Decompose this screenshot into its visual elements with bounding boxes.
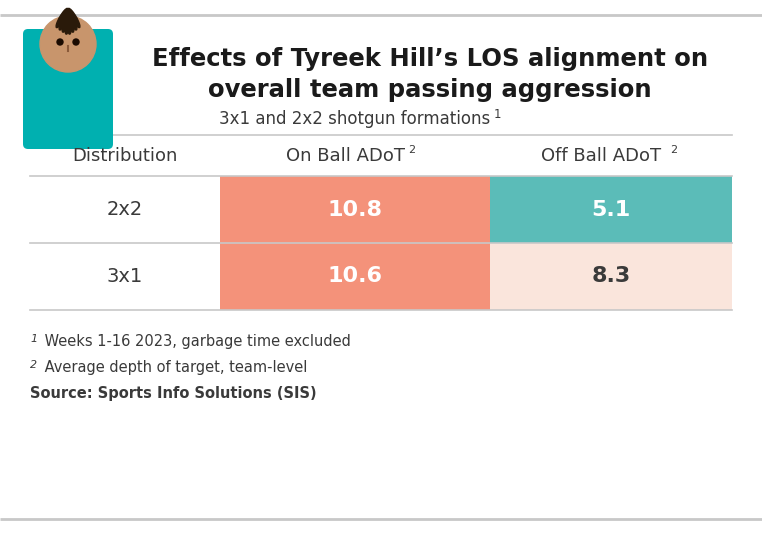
- Circle shape: [40, 16, 96, 72]
- Text: 2x2: 2x2: [107, 200, 143, 219]
- Text: 2: 2: [30, 360, 37, 370]
- Text: 1: 1: [494, 107, 501, 121]
- Text: Distribution: Distribution: [72, 147, 178, 165]
- Text: Source: Sports Info Solutions (SIS): Source: Sports Info Solutions (SIS): [30, 386, 317, 401]
- Bar: [490, 176, 732, 243]
- Text: Off Ball ADoT: Off Ball ADoT: [541, 147, 661, 165]
- Ellipse shape: [68, 10, 77, 30]
- Text: 2: 2: [408, 145, 415, 155]
- Text: 2: 2: [671, 145, 677, 155]
- Text: Effects of Tyreek Hill’s LOS alignment on: Effects of Tyreek Hill’s LOS alignment o…: [152, 47, 708, 71]
- Circle shape: [57, 39, 63, 45]
- Ellipse shape: [56, 9, 68, 28]
- Ellipse shape: [66, 12, 72, 34]
- Ellipse shape: [65, 12, 70, 34]
- Text: 5.1: 5.1: [591, 200, 631, 219]
- Circle shape: [73, 39, 79, 45]
- Bar: [490, 243, 732, 310]
- Text: Weeks 1-16 2023, garbage time excluded: Weeks 1-16 2023, garbage time excluded: [40, 334, 351, 349]
- FancyBboxPatch shape: [23, 29, 113, 149]
- Text: On Ball ADoT: On Ball ADoT: [286, 147, 405, 165]
- Ellipse shape: [59, 10, 69, 30]
- Text: 10.6: 10.6: [328, 266, 383, 287]
- Ellipse shape: [68, 9, 80, 28]
- Ellipse shape: [62, 11, 69, 32]
- Text: overall team passing aggression: overall team passing aggression: [208, 78, 652, 102]
- Text: 3x1 and 2x2 shotgun formations: 3x1 and 2x2 shotgun formations: [219, 110, 491, 128]
- Bar: [220, 176, 490, 243]
- Text: 3x1: 3x1: [107, 267, 143, 286]
- Text: 1: 1: [30, 334, 37, 344]
- Text: 10.8: 10.8: [328, 200, 383, 219]
- Text: 8.3: 8.3: [591, 266, 631, 287]
- Ellipse shape: [67, 11, 74, 32]
- Text: Average depth of target, team-level: Average depth of target, team-level: [40, 360, 307, 375]
- Bar: [220, 243, 490, 310]
